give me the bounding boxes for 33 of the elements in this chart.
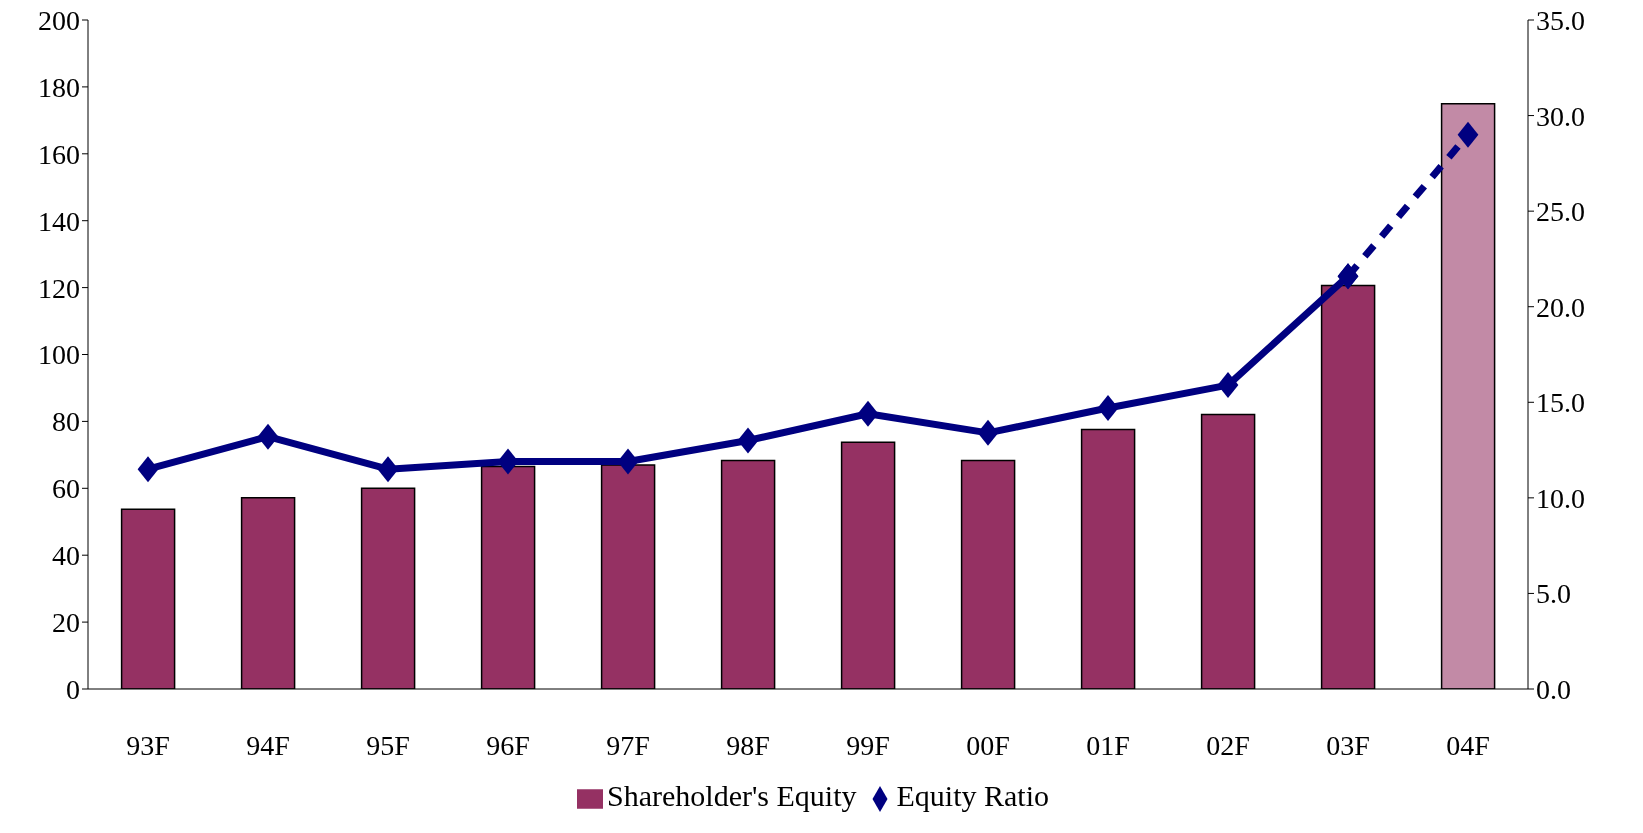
y-tick-label: 80: [52, 406, 80, 438]
x-tick-label: 04F: [1446, 729, 1490, 761]
y-tick-label: 0: [66, 673, 80, 705]
x-tick-label: 01F: [1086, 729, 1130, 761]
y-tick-label: 200: [38, 4, 80, 36]
y2-tick-label: 20.0: [1536, 291, 1585, 323]
y2-tick-label: 25.0: [1536, 196, 1585, 228]
legend-label: Equity Ratio: [896, 779, 1050, 812]
y-tick-label: 100: [38, 339, 80, 371]
x-tick-label: 00F: [966, 729, 1010, 761]
x-tick-label: 03F: [1326, 729, 1370, 761]
y2-tick-label: 35.0: [1536, 4, 1585, 36]
x-tick-label: 93F: [126, 729, 170, 761]
x-tick-label: 95F: [366, 729, 410, 761]
y-tick-label: 60: [52, 473, 80, 505]
y-tick-label: 140: [38, 205, 80, 237]
x-tick-label: 94F: [246, 729, 290, 761]
legend-label: Shareholder's Equity: [606, 779, 857, 812]
x-tick-label: 97F: [606, 729, 650, 761]
x-tick-label: 99F: [846, 729, 890, 761]
y-tick-label: 180: [38, 71, 80, 103]
y2-tick-label: 30.0: [1536, 100, 1585, 132]
y2-tick-label: 10.0: [1536, 482, 1585, 514]
y-tick-label: 20: [52, 607, 80, 639]
y2-tick-label: 15.0: [1536, 387, 1585, 419]
x-tick-label: 02F: [1206, 729, 1250, 761]
y-tick-label: 40: [52, 540, 80, 572]
x-tick-label: 98F: [726, 729, 770, 761]
y2-tick-label: 0.0: [1536, 673, 1571, 705]
y2-tick-label: 5.0: [1536, 578, 1571, 610]
y-tick-label: 120: [38, 272, 80, 304]
x-tick-label: 96F: [486, 729, 530, 761]
y-tick-label: 160: [38, 138, 80, 170]
